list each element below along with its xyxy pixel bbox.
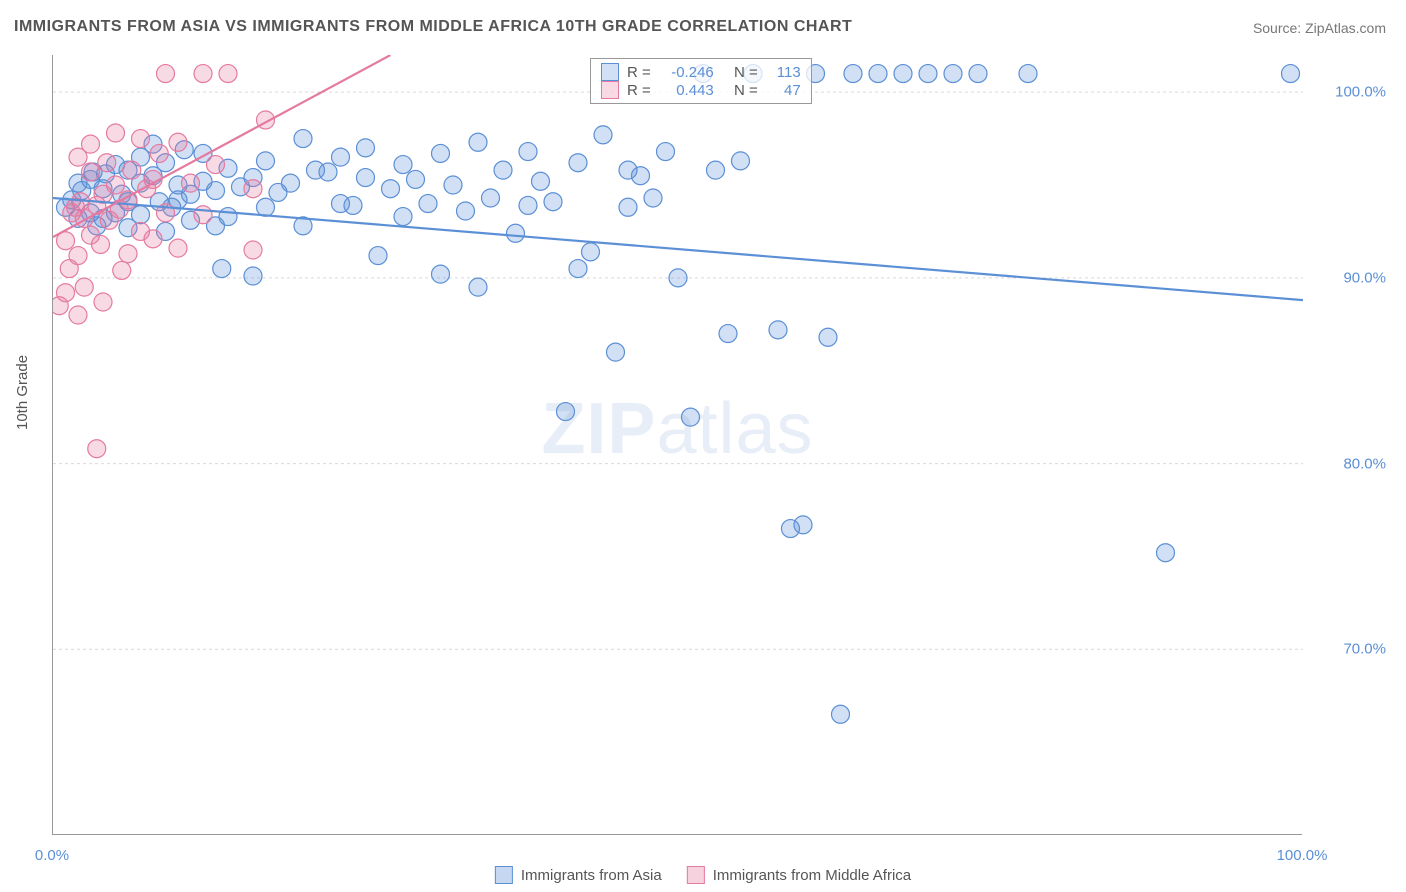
source-credit: Source: ZipAtlas.com: [1253, 20, 1386, 36]
x-tick-label: 0.0%: [35, 847, 69, 864]
y-tick-label: 80.0%: [1343, 455, 1386, 472]
series-legend: Immigrants from Asia Immigrants from Mid…: [495, 866, 911, 884]
n-value: 47: [766, 82, 801, 99]
r-value: 0.443: [659, 82, 714, 99]
legend-label: Immigrants from Middle Africa: [713, 867, 911, 884]
scatter-plot: ZIPatlas: [52, 55, 1302, 835]
legend-item: Immigrants from Middle Africa: [687, 866, 911, 884]
y-axis-label: 10th Grade: [14, 355, 31, 430]
correlation-legend: R = -0.246 N = 113 R = 0.443 N = 47: [590, 58, 812, 104]
r-label: R =: [627, 64, 651, 81]
x-tick-label: 100.0%: [1277, 847, 1328, 864]
y-tick-label: 90.0%: [1343, 269, 1386, 286]
n-value: 113: [766, 64, 801, 81]
n-label: N =: [734, 64, 758, 81]
legend-swatch-africa: [601, 81, 619, 99]
legend-row: R = -0.246 N = 113: [601, 63, 801, 81]
y-tick-label: 100.0%: [1335, 84, 1386, 101]
legend-item: Immigrants from Asia: [495, 866, 662, 884]
legend-swatch-asia: [495, 866, 513, 884]
r-label: R =: [627, 82, 651, 99]
legend-swatch-asia: [601, 63, 619, 81]
n-label: N =: [734, 82, 758, 99]
legend-label: Immigrants from Asia: [521, 867, 662, 884]
plot-svg: [53, 55, 1303, 835]
legend-swatch-africa: [687, 866, 705, 884]
y-tick-label: 70.0%: [1343, 641, 1386, 658]
r-value: -0.246: [659, 64, 714, 81]
legend-row: R = 0.443 N = 47: [601, 81, 801, 99]
chart-title: IMMIGRANTS FROM ASIA VS IMMIGRANTS FROM …: [14, 18, 852, 36]
